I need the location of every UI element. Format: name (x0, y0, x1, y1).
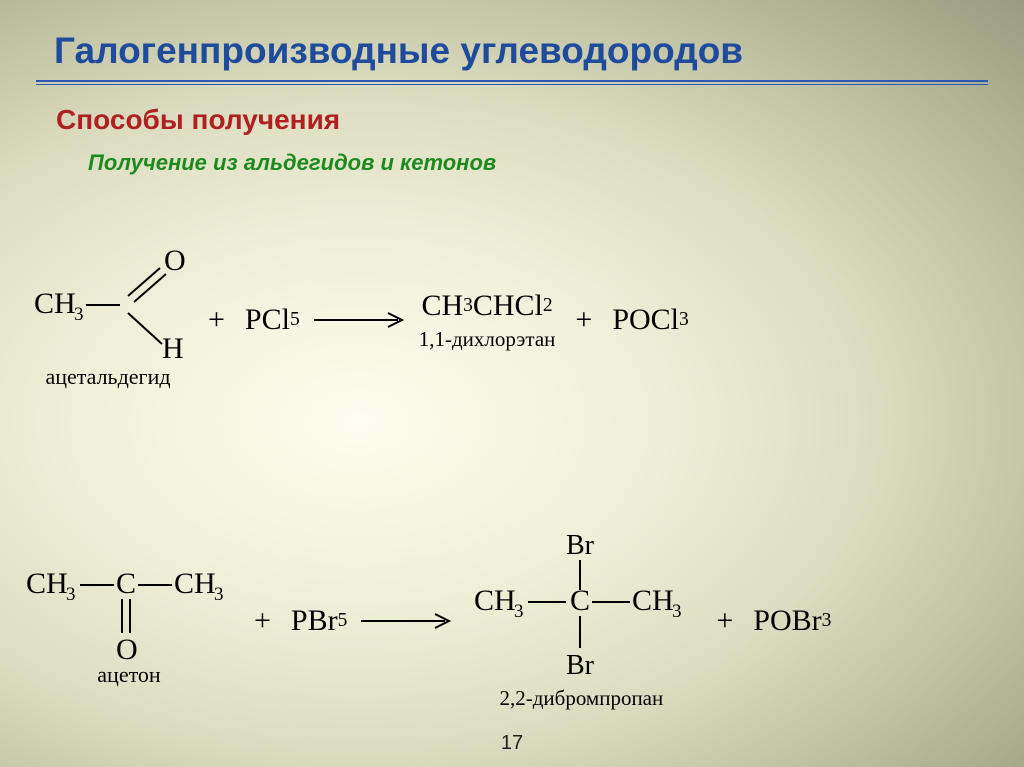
formula-text: PCl (245, 303, 290, 337)
slide: Галогенпроизводные углеводородов Способы… (0, 0, 1024, 767)
formula-text: CH (421, 289, 463, 323)
svg-text:Br: Br (566, 650, 595, 681)
formula-text: POCl (612, 303, 679, 337)
svg-text:H: H (162, 332, 184, 360)
pobr3-formula: POBr3 (753, 604, 831, 638)
plus-sign: + (567, 303, 600, 337)
svg-text:CH: CH (34, 287, 76, 320)
svg-text:3: 3 (214, 584, 224, 605)
acetone-label: ацетон (97, 662, 160, 688)
dichloroethane-label: 1,1-дихлорэтан (419, 327, 556, 352)
dibromopropane-svg: Br CH 3 C CH 3 (466, 530, 696, 690)
slide-title: Галогенпроизводные углеводородов (54, 30, 988, 78)
section-heading: Получение из альдегидов и кетонов (88, 150, 988, 176)
svg-text:CH: CH (632, 584, 674, 617)
svg-text:CH: CH (26, 567, 68, 600)
formula-text: CHCl (473, 289, 543, 323)
formula-sub: 5 (290, 309, 300, 331)
pbr5-formula: PBr5 (291, 604, 347, 638)
plus-sign: + (200, 303, 233, 337)
svg-text:CH: CH (474, 584, 516, 617)
page-number: 17 (501, 732, 523, 755)
formula-sub: 5 (338, 610, 348, 632)
dibromopropane-label: 2,2-дибромпропан (499, 686, 663, 711)
plus-sign: + (246, 604, 279, 638)
svg-text:3: 3 (672, 601, 682, 622)
acetone-svg: CH 3 C CH 3 O (24, 553, 234, 668)
reaction-2: CH 3 C CH 3 O ацетон (24, 530, 1002, 711)
formula-sub: 2 (543, 295, 553, 317)
reaction-1: CH 3 O H ацетальдегид + PCl5 (28, 250, 1002, 390)
formula-text: PBr (291, 604, 338, 638)
reaction-arrow (312, 308, 407, 332)
svg-text:C: C (570, 584, 590, 617)
svg-text:3: 3 (66, 584, 76, 605)
svg-text:C: C (116, 567, 136, 600)
dichloroethane-col: CH3CHCl2 1,1-дихлорэтан (419, 289, 556, 352)
svg-text:3: 3 (74, 304, 84, 325)
pcl5-formula: PCl5 (245, 303, 300, 337)
dichloroethane-formula: CH3CHCl2 (421, 289, 552, 323)
plus-sign: + (708, 604, 741, 638)
formula-text: POBr (753, 604, 821, 638)
reactions-area: CH 3 O H ацетальдегид + PCl5 (0, 250, 1024, 711)
formula-sub: 3 (463, 295, 473, 317)
slide-subtitle: Способы получения (56, 104, 988, 136)
svg-text:Br: Br (566, 530, 595, 561)
acetaldehyde-svg: CH 3 O H (28, 250, 188, 360)
dibromopropane-structure: Br CH 3 C CH 3 (466, 530, 696, 711)
svg-text:3: 3 (514, 601, 524, 622)
reaction-arrow (359, 609, 454, 633)
svg-text:CH: CH (174, 567, 216, 600)
acetaldehyde-structure: CH 3 O H ацетальдегид (28, 250, 188, 390)
svg-text:O: O (164, 250, 186, 277)
pocl3-formula: POCl3 (612, 303, 688, 337)
title-underline (36, 80, 988, 86)
formula-sub: 3 (679, 309, 689, 331)
formula-sub: 3 (822, 610, 832, 632)
acetone-structure: CH 3 C CH 3 O ацетон (24, 553, 234, 688)
acetaldehyde-label: ацетальдегид (45, 364, 170, 390)
